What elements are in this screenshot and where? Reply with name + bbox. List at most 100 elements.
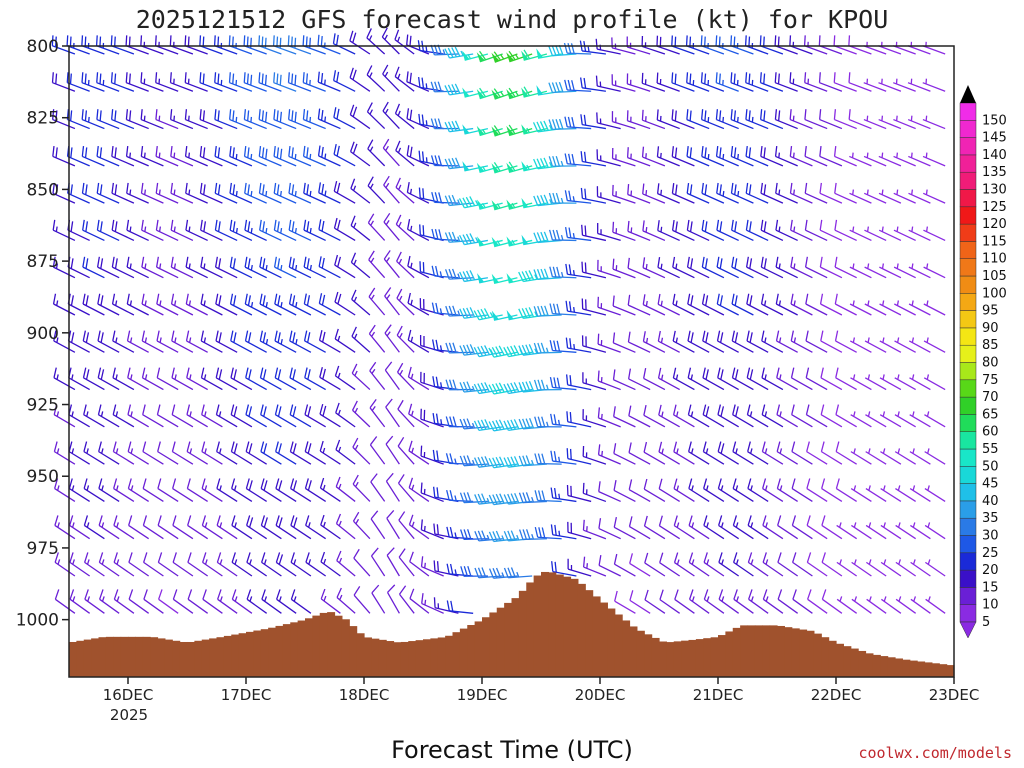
wind-barb [172,552,194,577]
terrain-bar [194,640,203,677]
wind-barb [318,256,341,279]
wind-barb [275,515,297,540]
wind-barb [893,263,916,279]
wind-barb [534,490,562,503]
wind-barb [730,109,754,130]
wind-barb [580,151,607,167]
wind-barb [231,552,253,577]
wind-barb [127,367,149,391]
wind-barb [155,109,179,130]
wind-barb [352,437,371,465]
wind-barb [290,478,312,502]
x-tick-label: 16DEC [103,686,154,704]
wind-barb [260,515,282,540]
wind-barb [96,109,120,130]
wind-barb [368,287,386,316]
wind-barb [184,72,208,92]
wind-barb [718,515,740,540]
wind-barb [821,515,843,540]
wind-barb [396,251,415,279]
terrain-bar [880,656,889,677]
wind-barb [385,398,400,428]
colorbar-label: 35 [982,511,999,526]
wind-barb [243,109,267,130]
wind-barb [746,293,769,316]
terrain-bar [393,642,402,677]
wind-barb [548,229,577,242]
wind-barb [245,478,267,502]
wind-barb [687,367,710,391]
wind-barb [383,212,400,241]
wind-barb [893,115,916,130]
wind-barb [549,266,577,279]
wind-barb [172,589,194,614]
wind-barb [644,589,666,614]
wind-barb [565,300,592,316]
wind-barb [893,226,916,242]
wind-barb [217,589,238,614]
wind-barb [550,487,577,503]
wind-barb [52,145,76,167]
wind-barb [613,406,636,428]
wind-barb [289,330,312,353]
wind-barb [99,589,120,614]
wind-barb [244,182,267,204]
wind-barb [628,442,651,465]
wind-barb [731,293,754,316]
wind-barb [627,257,651,279]
wind-barb [335,402,356,428]
wind-barb [924,485,946,502]
wind-barb [259,367,282,391]
wind-barb [762,478,784,502]
wind-barb [596,149,621,167]
wind-barb [718,552,740,577]
wind-barb [687,330,710,353]
wind-barb [407,292,430,316]
wind-barb [367,213,386,241]
wind-barb [127,404,149,428]
wind-barb [142,441,164,465]
wind-barb [491,273,518,285]
terrain-bar [813,633,822,677]
wind-barb [126,256,149,279]
y-tick-label: 825 [27,109,59,129]
wind-barb [848,109,872,130]
wind-barb [288,182,312,204]
wind-barb [302,145,326,167]
wind-barb [445,379,474,391]
wind-barb [318,293,341,316]
wind-barb [893,152,916,167]
wind-barb [261,552,282,577]
wind-barb [627,331,651,353]
wind-barb [216,552,238,577]
wind-barb [290,552,312,577]
wind-barb [488,456,518,469]
wind-barb [460,529,488,541]
terrain-bar [260,629,269,677]
wind-barb [718,589,740,614]
wind-barb [230,330,253,353]
wind-barb [642,220,666,242]
wind-barb [143,552,164,577]
wind-barb [863,78,887,92]
wind-barb [420,556,444,577]
wind-barb [866,596,887,614]
x-tick-label: 17DEC [221,686,272,704]
colorbar-label: 15 [982,580,999,595]
wind-barb [51,72,76,92]
wind-barb [702,404,725,428]
wind-barb [626,73,651,92]
terrain-bar [644,634,653,677]
wind-barb [273,145,297,167]
terrain-bar [585,590,594,677]
terrain-bar [386,641,395,677]
wind-barb [231,515,253,540]
wind-barb [52,256,76,279]
wind-barb [112,441,135,465]
wind-barb [421,593,444,614]
terrain-bar [703,638,712,677]
wind-barb [125,72,149,92]
wind-barb [533,305,562,317]
wind-barb [445,305,474,317]
wind-barb [747,478,769,502]
